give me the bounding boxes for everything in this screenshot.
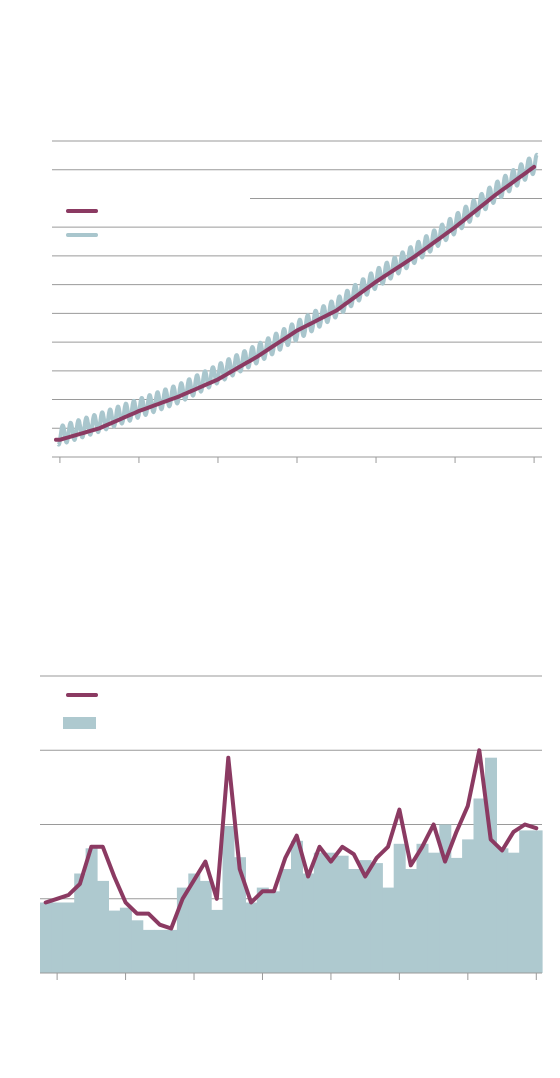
bar-1996 — [462, 839, 475, 973]
bar-1989 — [382, 887, 395, 973]
bar-1999 — [496, 848, 509, 973]
bar-1986 — [348, 869, 360, 973]
bar-1974 — [211, 909, 224, 973]
growth-rate-chart — [40, 675, 543, 980]
bar-1960 — [51, 902, 64, 973]
bar-1965 — [108, 910, 121, 973]
bar-1964 — [97, 880, 109, 973]
bar-1990 — [393, 843, 406, 973]
bar-1994 — [439, 824, 452, 973]
series-trend-line — [54, 164, 537, 442]
bar-1988 — [370, 863, 383, 973]
bar-1973 — [199, 880, 212, 973]
bar-1967 — [131, 920, 144, 973]
bar-1998 — [485, 757, 497, 973]
bar-1963 — [85, 848, 98, 973]
bar-1980 — [279, 869, 292, 973]
bar-1991 — [405, 869, 418, 973]
bar-1982 — [302, 873, 315, 973]
bar-2001 — [519, 830, 532, 973]
bar-1981 — [291, 840, 303, 973]
bar-1985 — [336, 855, 349, 973]
bar-1977 — [245, 902, 258, 973]
bar-1961 — [62, 902, 75, 973]
bar-1962 — [74, 873, 87, 973]
bar-1984 — [325, 852, 338, 973]
legend-bar-swatch — [63, 717, 96, 729]
bar-1993 — [427, 852, 440, 973]
bar-1976 — [234, 857, 246, 973]
bar-1972 — [188, 873, 201, 973]
bar-2002 — [530, 830, 543, 973]
co2-chart — [52, 140, 542, 463]
series-line — [43, 748, 539, 931]
bar-1959 — [40, 902, 52, 973]
bar-1966 — [119, 907, 132, 973]
bar-1975 — [222, 826, 235, 973]
bar-1970 — [165, 929, 178, 973]
bar-1979 — [268, 891, 281, 973]
bar-1995 — [450, 857, 463, 973]
bar-1997 — [473, 798, 486, 973]
bar-1983 — [313, 852, 326, 973]
bar-1992 — [416, 843, 429, 973]
bar-2000 — [507, 852, 520, 973]
bar-1978 — [256, 887, 269, 973]
bar-1968 — [142, 929, 155, 973]
bar-1987 — [359, 860, 372, 973]
bar-1969 — [154, 929, 167, 973]
